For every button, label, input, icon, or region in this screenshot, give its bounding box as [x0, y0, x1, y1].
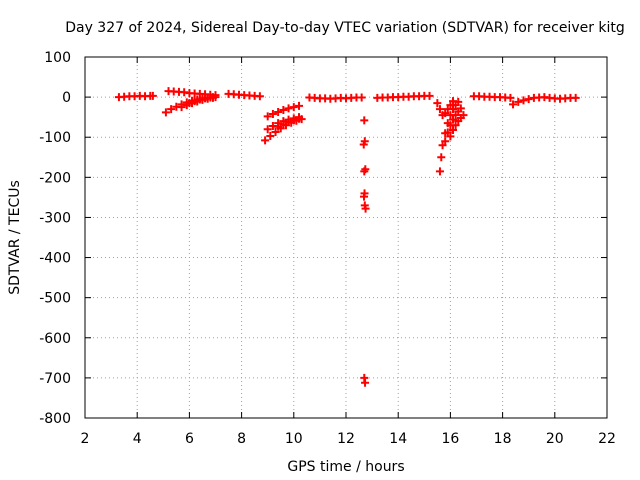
data-point	[360, 192, 369, 201]
data-point	[360, 116, 369, 125]
data-point	[441, 109, 450, 118]
y-tick-label: -600	[39, 331, 71, 347]
y-tick-label: -300	[39, 210, 71, 226]
data-point	[524, 95, 533, 104]
data-point	[263, 112, 272, 121]
data-series	[305, 93, 366, 103]
data-series	[263, 101, 304, 121]
data-point	[506, 93, 515, 102]
data-series	[509, 93, 580, 109]
data-point	[438, 141, 447, 150]
data-point	[361, 378, 370, 387]
x-tick-label: 22	[598, 431, 616, 447]
x-tick-label: 10	[285, 431, 303, 447]
data-point	[274, 122, 283, 131]
data-series	[373, 91, 434, 102]
data-point	[519, 96, 528, 105]
data-point	[514, 97, 523, 106]
x-tick-label: 14	[389, 431, 407, 447]
data-point	[161, 108, 170, 117]
y-tick-label: -100	[39, 130, 71, 146]
data-point	[446, 101, 455, 110]
chart-title: Day 327 of 2024, Sidereal Day-to-day VTE…	[65, 20, 625, 36]
data-point	[443, 128, 452, 137]
y-tick-label: -400	[39, 251, 71, 267]
data-point	[263, 125, 272, 134]
y-tick-label: -800	[39, 411, 71, 427]
data-point	[449, 126, 458, 135]
data-point	[360, 167, 369, 176]
data-point	[266, 132, 275, 141]
x-tick-label: 18	[494, 431, 512, 447]
data-point	[459, 111, 468, 120]
data-point	[435, 105, 444, 114]
data-series	[359, 116, 370, 387]
data-point	[261, 136, 270, 145]
x-tick-label: 8	[237, 431, 246, 447]
data-point	[289, 103, 298, 112]
data-point	[284, 117, 293, 126]
data-series	[114, 91, 157, 102]
data-point	[211, 93, 220, 102]
data-series	[185, 93, 220, 108]
data-series	[274, 114, 304, 131]
data-point	[195, 95, 204, 104]
y-tick-label: 100	[44, 50, 71, 66]
x-axis-label: GPS time / hours	[287, 459, 404, 475]
data-point	[190, 97, 199, 106]
data-point	[435, 167, 444, 176]
data-series	[469, 92, 515, 102]
data-point	[437, 153, 446, 162]
y-tick-label: -200	[39, 170, 71, 186]
data-point	[357, 93, 366, 102]
x-tick-label: 6	[185, 431, 194, 447]
data-point	[167, 105, 176, 114]
data-point	[359, 140, 368, 149]
data-point	[268, 109, 277, 118]
data-point	[279, 120, 288, 129]
data-point	[509, 100, 518, 109]
data-point	[148, 91, 157, 100]
data-point	[433, 99, 442, 108]
grid-lines	[85, 57, 607, 418]
x-tick-label: 20	[546, 431, 564, 447]
data-series	[433, 97, 458, 120]
data-point	[456, 104, 465, 113]
data-point	[449, 97, 458, 106]
data-point	[441, 137, 450, 146]
data-series	[446, 111, 468, 141]
data-point	[425, 91, 434, 100]
data-points	[114, 87, 580, 387]
x-tick-label: 2	[81, 431, 90, 447]
data-point	[284, 104, 293, 113]
y-axis-label: SDTVAR / TECUs	[7, 180, 23, 295]
data-series	[441, 104, 465, 146]
data-point	[571, 93, 580, 102]
data-point	[449, 115, 458, 124]
data-point	[443, 105, 452, 114]
y-tick-label: -500	[39, 291, 71, 307]
data-point	[295, 101, 304, 110]
x-tick-label: 16	[441, 431, 459, 447]
data-point	[177, 103, 186, 112]
data-point	[289, 116, 298, 125]
data-point	[451, 121, 460, 130]
x-tick-label: 4	[133, 431, 142, 447]
data-point	[185, 99, 194, 108]
data-point	[271, 128, 280, 137]
y-tick-label: -700	[39, 371, 71, 387]
data-series	[224, 89, 264, 101]
data-point	[279, 105, 288, 114]
data-point	[361, 204, 370, 213]
x-tick-label: 12	[337, 431, 355, 447]
axis-ticks: 2 4 6 8 10 12 14 16 18 20 22 100 0 -100 -200 -300 -400 -5…	[39, 50, 616, 447]
y-tick-label: 0	[62, 90, 71, 106]
data-point	[255, 92, 264, 101]
data-point	[274, 107, 283, 116]
data-point	[446, 132, 455, 141]
data-point	[295, 114, 304, 123]
